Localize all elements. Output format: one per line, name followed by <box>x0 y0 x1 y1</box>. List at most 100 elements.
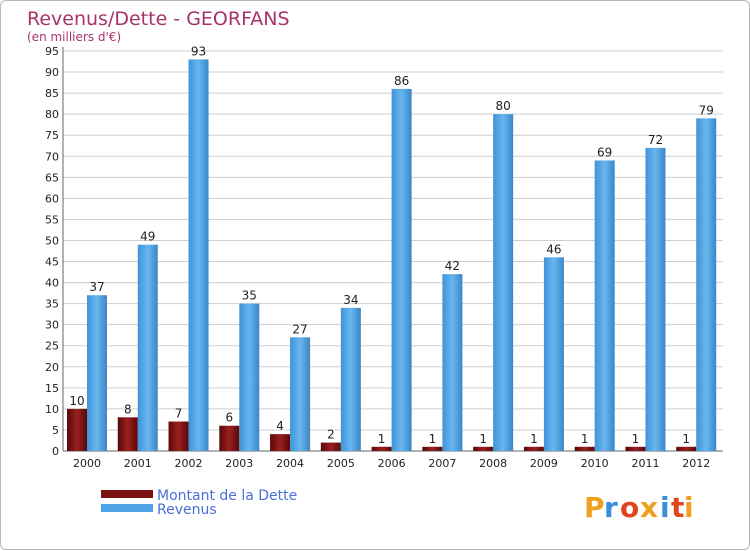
bar-revenus-2004 <box>290 337 311 451</box>
logo-letter: i <box>684 491 694 524</box>
value-label-debt-2002: 7 <box>175 407 183 421</box>
value-labels: 10 37 8 49 7 93 6 35 4 27 2 34 1 86 1 42 1 80 1 46 1 69 1 72 1 79 <box>69 44 714 445</box>
value-label-debt-2004: 4 <box>276 419 284 433</box>
y-tick-label: 5 <box>52 424 59 437</box>
y-tick-label: 15 <box>45 382 59 395</box>
y-tick-label: 40 <box>45 277 59 290</box>
bar-debt-2005 <box>320 442 341 451</box>
bar-debt-2001 <box>117 417 138 451</box>
value-label-debt-2001: 8 <box>124 402 132 416</box>
x-tick-label: 2003 <box>225 457 253 470</box>
bar-debt-2009 <box>523 446 544 451</box>
bar-debt-2003 <box>219 425 240 451</box>
y-tick-label: 20 <box>45 361 59 374</box>
bar-debt-2010 <box>574 446 595 451</box>
value-label-revenus-2009: 46 <box>546 242 561 256</box>
value-label-debt-2005: 2 <box>327 428 335 442</box>
value-label-revenus-2007: 42 <box>445 259 460 273</box>
bar-revenus-2008 <box>493 114 514 451</box>
value-label-revenus-2006: 86 <box>394 74 409 88</box>
value-label-revenus-2002: 93 <box>191 44 206 58</box>
legend-swatch-revenus <box>101 504 153 512</box>
x-tick-label: 2001 <box>124 457 152 470</box>
x-tick-label: 2009 <box>530 457 558 470</box>
chart-title: Revenus/Dette - GEORFANS <box>27 8 290 30</box>
bar-revenus-2005 <box>340 307 361 451</box>
bar-revenus-2007 <box>442 274 463 451</box>
x-tick-label: 2011 <box>631 457 659 470</box>
value-label-revenus-2001: 49 <box>140 230 155 244</box>
y-tick-label: 35 <box>45 298 59 311</box>
y-tick-label: 0 <box>52 445 59 458</box>
bar-debt-2000 <box>67 408 87 451</box>
bar-debt-2008 <box>473 446 494 451</box>
value-label-revenus-2004: 27 <box>292 322 307 336</box>
value-label-debt-2009: 1 <box>530 432 538 446</box>
y-tick-label: 30 <box>45 319 59 332</box>
legend-label-debt: Montant de la Dette <box>157 488 297 504</box>
y-tick-label: 45 <box>45 256 59 269</box>
bar-revenus-2009 <box>543 257 564 451</box>
x-tick-label: 2002 <box>175 457 203 470</box>
bar-revenus-2012 <box>696 118 717 452</box>
legend-swatch-debt <box>101 490 153 498</box>
bar-debt-2006 <box>371 446 392 451</box>
logo-letter: r <box>604 491 618 524</box>
y-tick-label: 70 <box>45 150 59 163</box>
x-tick-label: 2006 <box>378 457 406 470</box>
value-label-debt-2011: 1 <box>632 432 640 446</box>
y-tick-label: 80 <box>45 108 59 121</box>
bar-revenus-2011 <box>645 147 666 451</box>
logo-letter: o <box>620 491 639 524</box>
x-tick-label: 2005 <box>327 457 355 470</box>
y-tick-label: 60 <box>45 192 59 205</box>
bars <box>67 59 717 452</box>
value-label-revenus-2011: 72 <box>648 133 663 147</box>
value-label-debt-2008: 1 <box>479 432 487 446</box>
x-tick-label: 2000 <box>73 457 101 470</box>
legend: Montant de la Dette Revenus <box>101 488 297 518</box>
bar-debt-2012 <box>676 446 697 451</box>
y-tick-label: 75 <box>45 129 59 142</box>
x-tick-label: 2007 <box>428 457 456 470</box>
value-label-revenus-2005: 34 <box>343 293 358 307</box>
value-label-debt-2000: 10 <box>69 394 84 408</box>
value-label-revenus-2008: 80 <box>496 99 511 113</box>
x-tick-label: 2012 <box>682 457 710 470</box>
value-label-revenus-2010: 69 <box>597 145 612 159</box>
bar-debt-2011 <box>625 446 646 451</box>
y-tick-label: 95 <box>45 45 59 58</box>
y-tick-label: 25 <box>45 340 59 353</box>
logo-letter: P <box>584 491 605 524</box>
value-label-debt-2012: 1 <box>682 432 690 446</box>
bar-revenus-2000 <box>87 295 107 451</box>
value-label-debt-2007: 1 <box>429 432 437 446</box>
bar-revenus-2001 <box>137 244 158 451</box>
x-tick-label: 2010 <box>581 457 609 470</box>
y-tick-label: 50 <box>45 234 59 247</box>
value-label-debt-2006: 1 <box>378 432 386 446</box>
y-tick-label: 55 <box>45 213 59 226</box>
value-label-revenus-2012: 79 <box>699 103 714 117</box>
y-tick-label: 65 <box>45 171 59 184</box>
value-label-revenus-2003: 35 <box>242 289 257 303</box>
x-tick-label: 2008 <box>479 457 507 470</box>
y-tick-label: 10 <box>45 403 59 416</box>
value-label-debt-2003: 6 <box>225 411 233 425</box>
x-tick-label: 2004 <box>276 457 304 470</box>
y-tick-label: 85 <box>45 87 59 100</box>
bar-revenus-2006 <box>391 88 412 451</box>
value-label-debt-2010: 1 <box>581 432 589 446</box>
y-tick-label: 90 <box>45 66 59 79</box>
bar-revenus-2002 <box>188 59 209 451</box>
bar-debt-2004 <box>270 434 291 451</box>
logo-letter: i <box>660 491 670 524</box>
bar-revenus-2003 <box>239 303 260 451</box>
logo-letter: t <box>671 491 684 524</box>
legend-label-revenus: Revenus <box>157 502 217 518</box>
bar-debt-2007 <box>422 446 443 451</box>
bar-debt-2002 <box>168 421 189 451</box>
